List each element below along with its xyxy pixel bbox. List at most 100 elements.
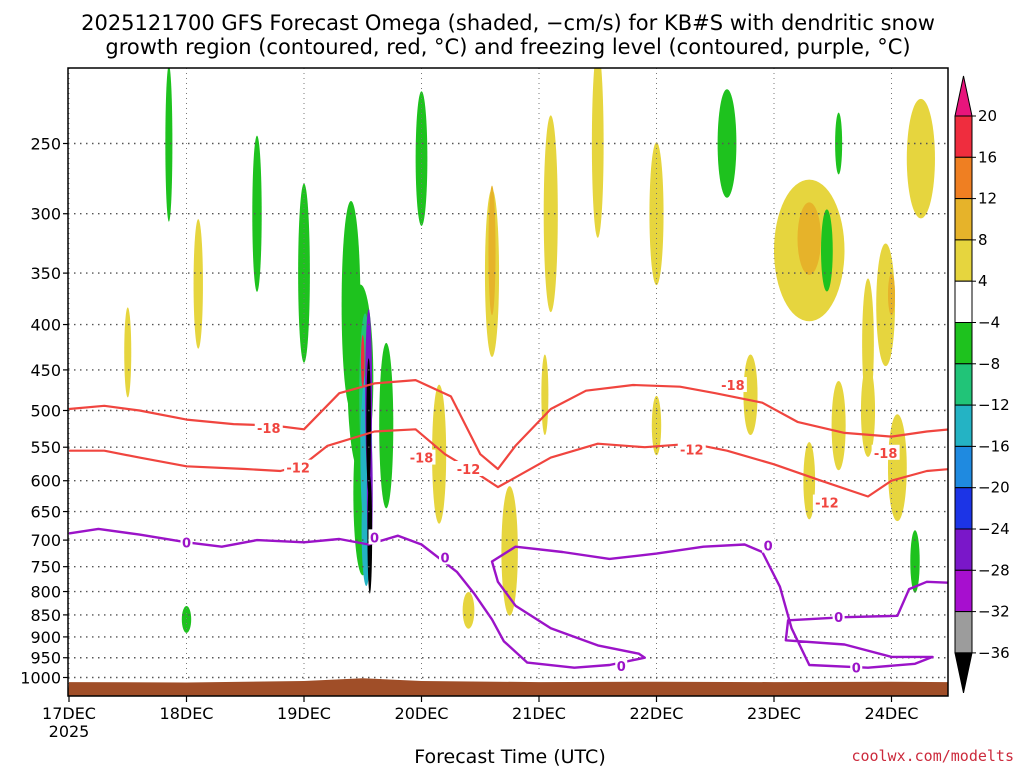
credit-text: coolwx.com/modelts [851,747,1014,765]
colorbar-bottom-arrow [954,652,973,694]
dgz-contour-minus12 [69,428,948,498]
colorbar-label: 8 [978,231,988,249]
chart-title-line-2: growth region (contoured, red, °C) and f… [105,35,910,59]
omega-shading-cell [181,605,192,633]
omega-shading-cell [488,185,496,316]
y-tick-label: 950 [30,649,61,668]
dgz-contour-label-bg [407,449,436,465]
y-axis: 250 300 350 400 450 500 550 600 650 700 750 800 850 9… [20,135,68,688]
omega-shading-cell [717,89,737,198]
colorbar-swatch [954,611,973,654]
colorbar-swatch [954,239,973,282]
colorbar-label: 20 [978,107,997,125]
y-tick-label: 1000 [20,669,61,688]
omega-shading-cell [797,202,821,275]
colorbar-label: 4 [978,272,988,290]
y-tick-label: 500 [30,402,61,421]
chart-title-line-1: 2025121700 GFS Forecast Omega (shaded, −… [81,11,935,35]
x-tick-label: 21DEC [512,704,566,723]
dgz-contour-label-bg [871,444,900,460]
omega-shading-cell [432,384,447,524]
dgz-contour-minus18 [68,379,948,471]
colorbar-label: 12 [978,190,997,208]
dgz-contour-label: -12 [815,497,839,512]
x-tick-label: 23DEC [747,704,801,723]
y-tick-label: 400 [30,316,61,335]
colorbar-swatch [954,322,973,365]
y-tick-label: 300 [30,205,61,224]
dgz-contour-label: -18 [721,379,745,394]
colorbar-label: −32 [978,603,1010,621]
y-tick-label: 650 [30,503,61,522]
freezing-contour-label-bg [180,534,193,550]
x-tick-label: 19DEC [277,704,331,723]
omega-shading-cell [541,354,549,436]
colorbar-swatch [954,156,973,200]
omega-shading-cell [831,380,846,471]
colorbar-swatch [954,487,973,530]
dgz-contour-label: -12 [286,462,310,477]
omega-shading-cell [651,395,662,456]
y-tick-label: 550 [30,438,61,457]
freezing-contour-label-bg [439,549,451,565]
omega-shading-cell [193,219,203,349]
omega-shading-cell [887,273,896,316]
freezing-contour-label: 0 [440,551,449,566]
omega-shading-cell [252,135,262,292]
dgz-contour-label: -18 [257,422,281,437]
omega-shading-cell [835,112,843,175]
colorbar-swatch [954,198,973,241]
colorbar-swatch [954,569,973,613]
colorbar-swatch [954,445,973,489]
plot-frame [67,67,949,697]
y-tick-label: 750 [30,558,61,577]
x-tick-label: 24DEC [865,704,919,723]
dgz-contour-label-bg [284,459,313,475]
dgz-contour-label: -18 [874,447,898,462]
x-axis-label: Forecast Time (UTC) [414,746,605,768]
colorbar-swatch [954,280,973,324]
colorbar-label: −20 [978,479,1010,497]
x-tick-label: 18DEC [160,704,214,723]
omega-shading-cell [165,68,173,222]
omega-shading-cell [462,591,475,629]
omega-shading-cell [876,243,896,367]
y-tick-label: 600 [30,472,61,491]
x-tick-label: 20DEC [395,704,449,723]
x-start-year-label: 2025 [49,722,90,741]
omega-shading-cell [379,342,394,509]
plot-area: -18 -18 -18 -18 -12 -12 -12 -12 0 0 0 0 0 0 0 [67,67,949,697]
freezing-contour-label-bg [368,529,381,545]
dgz-contour-label: -12 [457,463,481,478]
terrain-surface [68,678,948,696]
omega-shading-cell [543,115,558,313]
omega-shading-cell [341,200,361,409]
dgz-contour-label-bg [718,377,747,393]
y-tick-label: 350 [30,264,61,283]
colorbar-label: −12 [978,396,1010,414]
colorbar-label: −36 [978,644,1010,662]
colorbar-label: −16 [978,437,1010,455]
dgz-contour-label-bg [812,494,841,510]
dgz-contour-label-bg [254,419,283,435]
omega-shading-cell [743,354,758,436]
y-tick-label: 850 [30,606,61,625]
freezing-contour-label: 0 [370,531,379,546]
freezing-level-contour-0 [68,527,948,669]
freezing-contour-label: 0 [617,660,626,675]
x-axis: 17DEC 18DEC 19DEC 20DEC 21DEC 22DEC 23DEC 24DEC… [42,696,918,741]
colorbar-label: −4 [978,314,1000,332]
freezing-contour-label-bg [615,657,628,673]
colorbar-label: −8 [978,355,1000,373]
dgz-contour-label-bg [677,441,706,457]
freezing-contour-label-bg [850,659,863,675]
y-tick-label: 800 [30,583,61,602]
freezing-contour-label: 0 [182,536,191,551]
colorbar-swatch [954,404,973,447]
omega-shading-cell [887,414,907,522]
omega-shading-cell [366,358,371,493]
freezing-contour-label-bg [832,609,845,625]
dgz-contour-label: -18 [410,452,434,467]
y-tick-label: 250 [30,135,61,154]
